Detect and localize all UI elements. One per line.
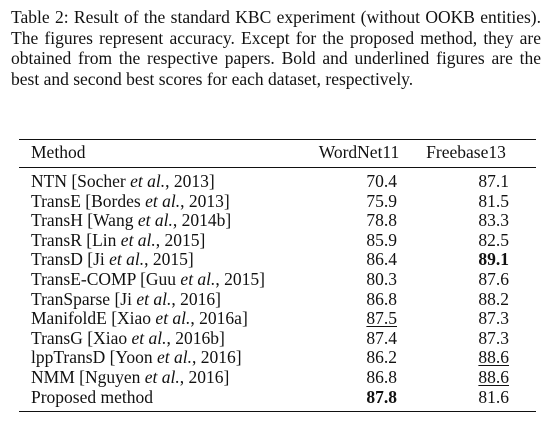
method-cell: ManifoldE [Xiao et al., 2016a] (31, 308, 248, 329)
score-cell: 87.5 (366, 308, 397, 329)
method-text: et al. (137, 210, 173, 231)
method-text: , 2016] (179, 367, 230, 387)
table-caption: Table 2: Result of the standard KBC expe… (11, 7, 541, 89)
score-cell: 86.8 (366, 367, 397, 387)
method-text: , 2013] (165, 171, 215, 191)
header-cell: Method (31, 142, 86, 162)
method-text: et al. (136, 288, 172, 309)
method-text: , 2016a] (190, 308, 248, 329)
method-text: , 2014b] (172, 210, 232, 231)
top-rule (19, 139, 536, 141)
method-text: et al. (144, 367, 180, 387)
method-text: ManifoldE [Xiao (31, 308, 156, 329)
method-text: TransE [Bordes (31, 190, 146, 211)
score-cell: 83.3 (478, 210, 509, 231)
method-text: TransE-COMP [Guu (31, 269, 181, 289)
score-cell: 88.6 (478, 347, 509, 368)
score-cell: 85.9 (366, 229, 397, 250)
score-cell: 80.3 (366, 269, 397, 289)
score-cell: 70.4 (366, 171, 397, 191)
method-text: et al. (109, 249, 145, 270)
method-text: , 2016b] (166, 327, 225, 348)
score-cell: 81.6 (478, 386, 509, 407)
method-text: et al. (131, 327, 167, 348)
score-cell: 87.8 (366, 386, 397, 407)
header-cell: WordNet11 (318, 142, 400, 162)
score-cell: 87.6 (478, 269, 509, 289)
score-cell: 87.4 (366, 327, 397, 348)
method-text: , 2015] (144, 249, 194, 270)
score-cell: 86.8 (366, 288, 397, 309)
method-text: TransR [Lin (31, 229, 121, 250)
score-cell: 86.4 (366, 249, 397, 270)
method-text: et al. (145, 190, 181, 211)
method-text: NMM [Nguyen (31, 367, 145, 387)
method-text: et al. (155, 308, 191, 329)
header-rule (19, 167, 536, 168)
method-text: TransG [Xiao (31, 327, 132, 348)
method-cell: TransE-COMP [Guu et al., 2015] (31, 269, 265, 290)
score-cell: 78.8 (366, 210, 397, 231)
score-cell: 75.9 (366, 190, 397, 211)
score-cell: 89.1 (478, 249, 509, 270)
method-cell: NMM [Nguyen et al., 2016] (31, 367, 230, 388)
method-text: TransD [Ji (31, 249, 110, 270)
method-cell: TransR [Lin et al., 2015] (31, 229, 206, 251)
method-text: , 2016] (191, 347, 242, 368)
method-text: TransH [Wang (31, 210, 138, 231)
method-cell: Proposed method (31, 386, 154, 408)
method-cell: TransD [Ji et al., 2015] (31, 250, 194, 270)
score-cell: 82.5 (478, 229, 509, 250)
score-cell: 88.2 (478, 288, 509, 309)
method-cell: lppTransD [Yoon et al., 2016] (31, 348, 242, 368)
header-cell: Freebase13 (426, 142, 506, 162)
score-cell: 87.1 (478, 171, 509, 191)
method-cell: TranSparse [Ji et al., 2016] (31, 288, 221, 310)
bottom-rule (19, 411, 536, 413)
method-text: Proposed method (31, 386, 154, 407)
method-cell: NTN [Socher et al., 2013] (31, 171, 215, 192)
score-cell: 87.3 (478, 327, 509, 348)
method-cell: TransH [Wang et al., 2014b] (31, 210, 232, 231)
method-text: et al. (130, 171, 166, 191)
score-cell: 81.5 (478, 190, 509, 211)
score-cell: 88.6 (478, 367, 509, 387)
method-text: et al. (156, 347, 192, 368)
method-text: lppTransD [Yoon (31, 347, 157, 368)
method-text: et al. (120, 229, 156, 250)
method-text: , 2013] (180, 190, 230, 211)
method-text: et al. (180, 269, 216, 289)
method-cell: TransG [Xiao et al., 2016b] (31, 327, 225, 349)
method-text: , 2016] (171, 288, 221, 309)
method-text: NTN [Socher (31, 171, 131, 191)
score-cell: 87.3 (478, 308, 509, 329)
score-cell: 86.2 (366, 347, 397, 368)
method-text: , 2015] (215, 269, 265, 289)
method-text: TranSparse [Ji (31, 288, 137, 309)
method-text: , 2015] (155, 229, 206, 250)
method-cell: TransE [Bordes et al., 2013] (31, 190, 230, 212)
